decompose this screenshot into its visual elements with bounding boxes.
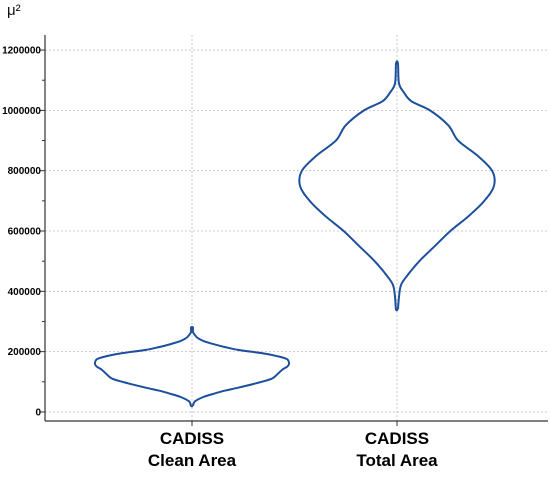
x-category-label: CADISS Total Area (356, 429, 438, 470)
y-tick-label: 0 (35, 407, 41, 418)
y-tick-label: 600000 (8, 227, 42, 238)
axes (40, 35, 548, 426)
x-category-label: CADISS Clean Area (148, 429, 237, 470)
y-tick-label: 1000000 (2, 106, 41, 117)
grid-lines (45, 35, 548, 421)
y-tick-label: 200000 (8, 347, 42, 358)
tick-labels: 0 200000 400000 600000 800000 1000000 1200000 C… (2, 46, 438, 470)
violins (94, 60, 496, 408)
y-tick-label: 400000 (8, 287, 42, 298)
violin-outline (298, 60, 496, 312)
y-tick-label: 800000 (8, 166, 42, 177)
y-axis-unit-label: μ² (7, 2, 21, 19)
violin-outline (94, 325, 290, 408)
y-tick-label: 1200000 (2, 46, 41, 57)
